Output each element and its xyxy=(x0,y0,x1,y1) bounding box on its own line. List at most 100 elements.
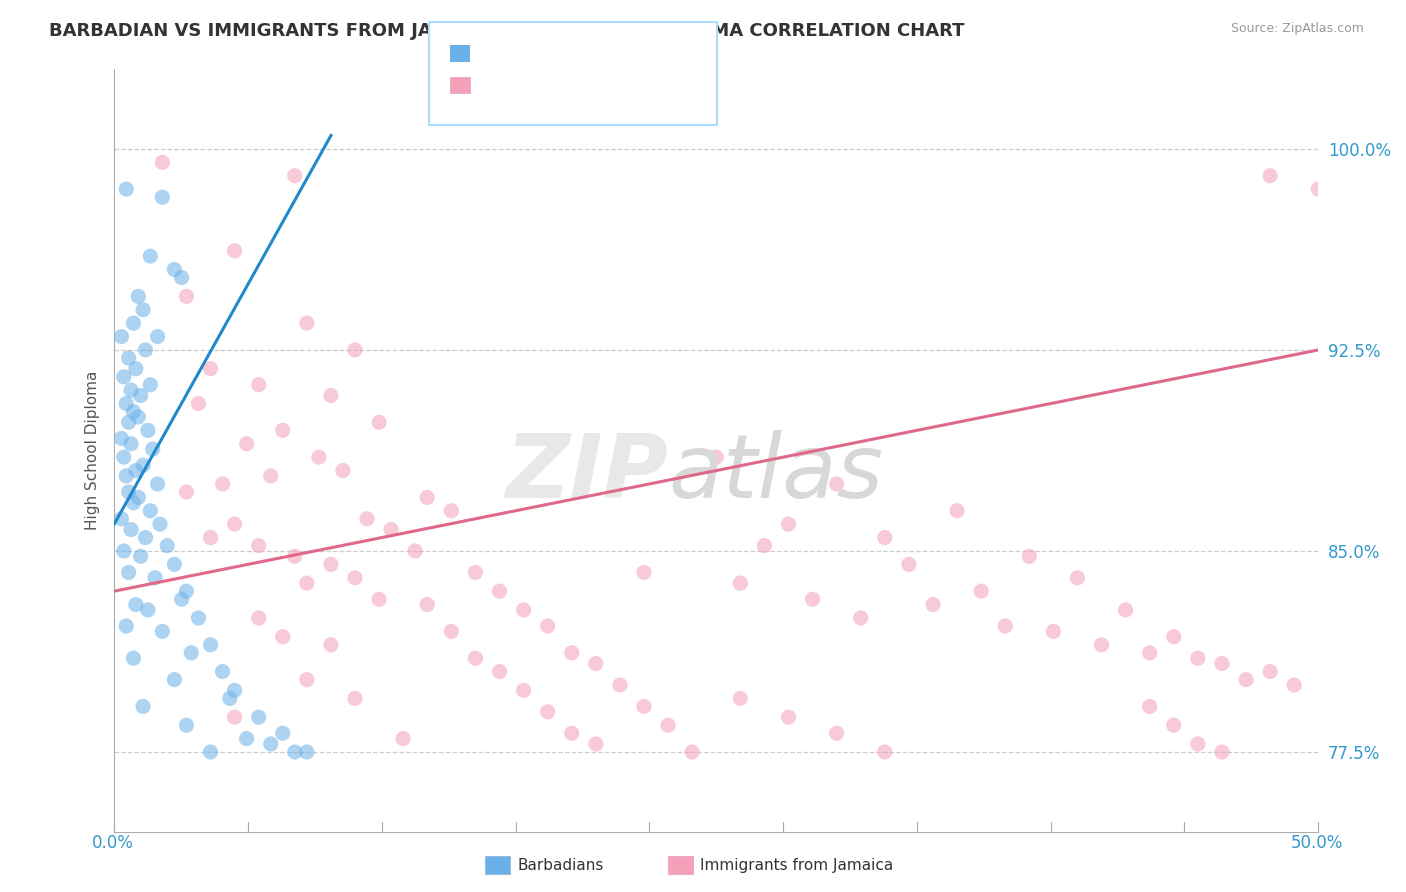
Point xyxy=(946,504,969,518)
Point xyxy=(343,571,366,585)
Point xyxy=(134,531,156,545)
Point xyxy=(801,592,824,607)
Text: 0.0%: 0.0% xyxy=(91,834,134,852)
Text: ZIP: ZIP xyxy=(505,430,668,516)
Point xyxy=(247,377,270,392)
Point xyxy=(170,592,193,607)
Point xyxy=(1115,603,1137,617)
Point xyxy=(1066,571,1088,585)
Point xyxy=(187,611,209,625)
Y-axis label: High School Diploma: High School Diploma xyxy=(86,371,100,530)
Point xyxy=(224,517,246,532)
Point xyxy=(127,491,149,505)
Point xyxy=(125,464,148,478)
Point xyxy=(609,678,631,692)
Point xyxy=(115,396,138,410)
Point xyxy=(122,651,145,665)
Point xyxy=(247,710,270,724)
Point xyxy=(308,450,330,465)
Point xyxy=(150,624,173,639)
Point xyxy=(537,705,560,719)
Text: 50.0%: 50.0% xyxy=(1291,834,1343,852)
Point xyxy=(271,423,294,437)
Point xyxy=(235,436,257,450)
Point xyxy=(1308,182,1330,196)
Point xyxy=(110,329,132,343)
Point xyxy=(271,726,294,740)
Point xyxy=(176,718,198,732)
Point xyxy=(1282,678,1305,692)
Point xyxy=(1211,745,1233,759)
Point xyxy=(120,383,142,397)
Text: Barbadians: Barbadians xyxy=(517,858,603,872)
Point xyxy=(440,624,463,639)
Point xyxy=(117,485,139,500)
Point xyxy=(1090,638,1112,652)
Point xyxy=(163,673,186,687)
Point xyxy=(271,630,294,644)
Point xyxy=(1042,624,1064,639)
Point xyxy=(110,512,132,526)
Point xyxy=(143,571,166,585)
Point xyxy=(218,691,240,706)
Point xyxy=(122,316,145,330)
Point xyxy=(200,745,222,759)
Point xyxy=(129,549,152,564)
Text: N = 95: N = 95 xyxy=(605,75,678,95)
Point xyxy=(464,566,486,580)
Point xyxy=(512,603,534,617)
Point xyxy=(156,539,179,553)
Point xyxy=(704,450,727,465)
Text: R = 0.268: R = 0.268 xyxy=(478,44,585,63)
Point xyxy=(120,436,142,450)
Point xyxy=(464,651,486,665)
Point xyxy=(127,409,149,424)
Point xyxy=(150,155,173,169)
Point xyxy=(1258,169,1281,183)
Point xyxy=(180,646,202,660)
Point xyxy=(247,539,270,553)
Point xyxy=(224,683,246,698)
Point xyxy=(681,745,703,759)
Point xyxy=(488,665,510,679)
Text: Immigrants from Jamaica: Immigrants from Jamaica xyxy=(700,858,893,872)
Point xyxy=(117,566,139,580)
Point xyxy=(112,450,135,465)
Point xyxy=(122,496,145,510)
Point xyxy=(1258,665,1281,679)
Point xyxy=(211,665,233,679)
Point xyxy=(440,504,463,518)
Point xyxy=(115,619,138,633)
Point xyxy=(139,249,162,263)
Point xyxy=(633,699,655,714)
Point xyxy=(136,423,159,437)
Point xyxy=(319,638,342,652)
Point xyxy=(129,388,152,402)
Point xyxy=(633,566,655,580)
Point xyxy=(163,558,186,572)
Text: atlas: atlas xyxy=(668,430,883,516)
Point xyxy=(873,745,896,759)
Point xyxy=(139,377,162,392)
Point xyxy=(284,169,307,183)
Point xyxy=(1211,657,1233,671)
Point xyxy=(127,289,149,303)
Point xyxy=(730,576,752,591)
Point xyxy=(284,745,307,759)
Point xyxy=(176,485,198,500)
Point xyxy=(1139,646,1161,660)
Point xyxy=(1234,673,1257,687)
Point xyxy=(235,731,257,746)
Point xyxy=(778,517,800,532)
Point xyxy=(187,396,209,410)
Point xyxy=(512,683,534,698)
Point xyxy=(146,477,169,491)
Point xyxy=(356,512,378,526)
Point xyxy=(380,523,402,537)
Point xyxy=(200,531,222,545)
Point xyxy=(117,351,139,365)
Text: R = 0.153: R = 0.153 xyxy=(478,75,585,95)
Point xyxy=(115,182,138,196)
Point xyxy=(260,469,283,483)
Point xyxy=(970,584,993,599)
